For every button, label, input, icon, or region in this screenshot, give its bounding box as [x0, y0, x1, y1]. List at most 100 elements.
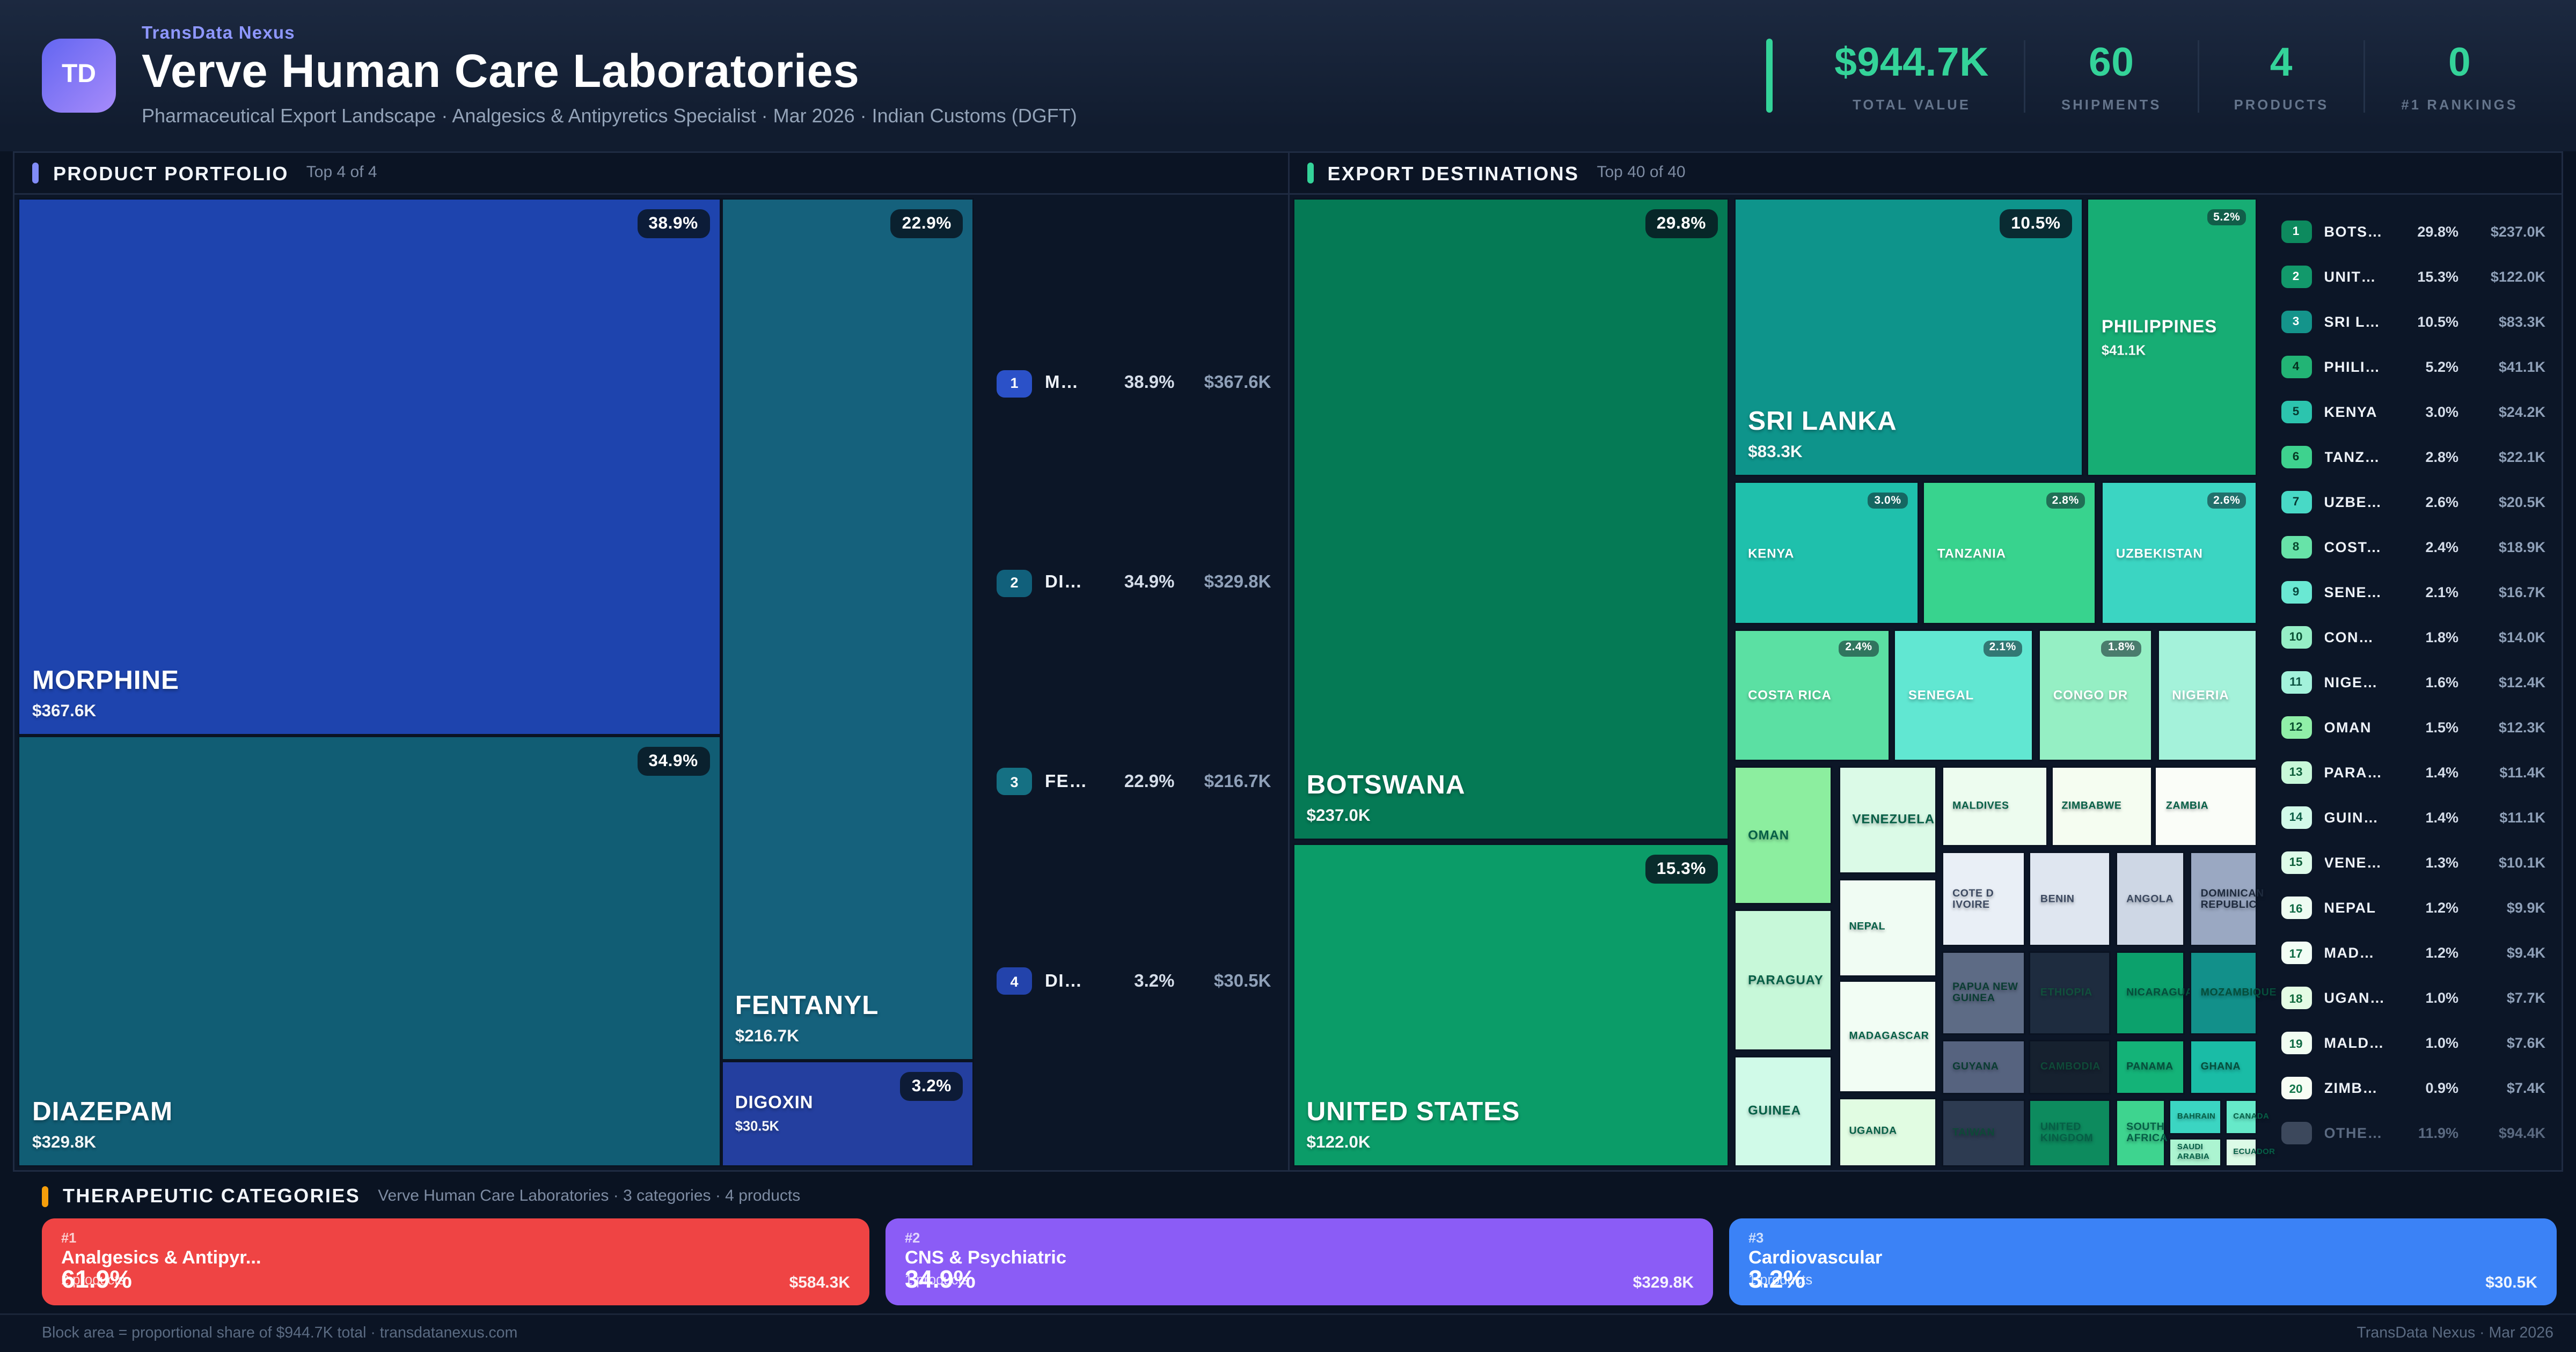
- category-card-analgesics-antipyr: #1 Analgesics & Antipyr... 2 products 61.9%…: [42, 1218, 869, 1305]
- treemap-block-philippines: 5.2% PHILIPPINES $41.1K: [2087, 198, 2258, 477]
- treemap-block-oman: OMAN: [1733, 767, 1833, 906]
- treemap-badge-sri-lanka: 10.5%: [2000, 209, 2072, 238]
- treemap-block-kenya: 3.0% KENYA: [1733, 482, 1919, 624]
- list-item-name: UNITED STATES: [2324, 268, 2385, 285]
- list-item-value: $122.0K: [2490, 268, 2545, 285]
- block-name: PAPUA NEW GUINEA: [1952, 981, 2018, 1004]
- treemap-block-nepal: NEPAL: [1838, 878, 1937, 977]
- list-item-pct: 11.9%: [2418, 1125, 2458, 1142]
- stat-total-value: $944.7K TOTAL VALUE: [1799, 40, 2024, 112]
- block-name: SOUTH AFRICA: [2126, 1122, 2168, 1145]
- treemap-label-fentanyl: FENTANYL $216.7K: [735, 991, 966, 1046]
- block-value: $83.3K: [1748, 443, 1803, 463]
- list-item-nigeria: 11 NIGERIA 1.6% $12.4K: [2280, 671, 2545, 694]
- block-name: NIGERIA: [2172, 688, 2229, 703]
- stat-1-rankings: 0 #1 RANKINGS: [2364, 39, 2553, 112]
- list-item-name: TANZANIA: [2324, 449, 2385, 465]
- card-products: 1 products: [905, 1272, 969, 1288]
- list-item-name: UGANDA: [2324, 990, 2385, 1006]
- list-item-pct: 22.9%: [1124, 772, 1175, 792]
- list-item-others-20: OTHERS (20+) 11.9% $94.4K: [2280, 1121, 2545, 1145]
- block-name: PARAGUAY: [1748, 973, 1824, 988]
- list-item-name: MADAGASCAR: [2324, 945, 2385, 961]
- list-item-madagascar: 17 MADAGASCAR 1.2% $9.4K: [2280, 941, 2545, 965]
- rank-badge: 4: [2280, 355, 2311, 379]
- list-item-name: PARAGUAY: [2324, 764, 2385, 781]
- list-item-value: $237.0K: [2490, 223, 2545, 240]
- list-item-senegal: 9 SENEGAL 2.1% $16.7K: [2280, 580, 2545, 604]
- treemap-block-venezuela: VENEZUELA: [1838, 767, 1937, 873]
- list-item-name: MALDIVES: [2324, 1035, 2385, 1052]
- list-item-name: MORPHINE: [1045, 373, 1091, 393]
- block-value: $216.7K: [735, 1026, 799, 1046]
- block-value: $237.0K: [1306, 805, 1371, 825]
- stat-label: #1 RANKINGS: [2401, 95, 2518, 112]
- list-item-nepal: 16 NEPAL 1.2% $9.9K: [2280, 896, 2545, 920]
- list-item-value: $20.5K: [2498, 494, 2545, 510]
- product-section-title: PRODUCT PORTFOLIO: [53, 161, 289, 185]
- card-products: 2 products: [61, 1272, 126, 1288]
- block-name: GHANA: [2200, 1061, 2241, 1073]
- export-destinations-panel: EXPORT DESTINATIONS Top 40 of 40 29.8% BO…: [1287, 153, 2562, 1170]
- list-item-value: $329.8K: [1204, 573, 1271, 593]
- card-name: CNS & Psychiatric: [905, 1249, 1067, 1268]
- treemap-label-zambia: ZAMBIA: [2166, 801, 2250, 812]
- treemap-label-costa-rica: COSTA RICA: [1748, 688, 1882, 703]
- list-item-congo-dr: 10 CONGO DR 1.8% $14.0K: [2280, 625, 2545, 649]
- rank-badge: 6: [2280, 445, 2311, 469]
- list-item-pct: 5.2%: [2425, 358, 2458, 375]
- list-item-name: KENYA: [2324, 403, 2378, 420]
- list-item-value: $7.6K: [2506, 1035, 2545, 1052]
- list-item-pct: 29.8%: [2417, 223, 2458, 240]
- list-item-venezuela: 15 VENEZUELA 1.3% $10.1K: [2280, 851, 2545, 875]
- list-item-name: CONGO DR: [2324, 629, 2385, 645]
- list-item-uganda: 18 UGANDA 1.0% $7.7K: [2280, 986, 2545, 1010]
- treemap-label-papua-new-guinea: PAPUA NEW GUINEA: [1952, 982, 2018, 1004]
- treemap-block-bahrain: BAHRAIN: [2169, 1100, 2222, 1134]
- list-item-name: DIGOXIN: [1045, 972, 1091, 991]
- block-name: ECUADOR: [2233, 1147, 2275, 1157]
- rank-badge: 12: [2280, 716, 2311, 739]
- categories-section-title: THERAPEUTIC CATEGORIES: [63, 1185, 361, 1207]
- treemap-block-uganda: UGANDA: [1838, 1097, 1937, 1167]
- list-item-pct: 1.6%: [2425, 674, 2458, 690]
- list-item-pct: 1.2%: [2425, 900, 2458, 916]
- treemap-label-united-states: UNITED STATES $122.0K: [1307, 1098, 1721, 1152]
- list-item-name: GUINEA: [2324, 809, 2385, 826]
- treemap-label-angola: ANGOLA: [2126, 893, 2177, 905]
- treemap-block-papua-new-guinea: PAPUA NEW GUINEA: [1941, 951, 2026, 1035]
- list-item-name: BOTSWANA: [2324, 223, 2385, 240]
- block-name: GUYANA: [1952, 1061, 1999, 1073]
- treemap-block-taiwan: TAIWAN: [1941, 1100, 2026, 1167]
- list-item-costa-rica: 8 COSTA RICA 2.4% $18.9K: [2280, 535, 2545, 559]
- block-name: TAIWAN: [1952, 1128, 1995, 1140]
- block-name: BENIN: [2040, 893, 2075, 905]
- export-destinations-header: EXPORT DESTINATIONS Top 40 of 40: [1289, 153, 2562, 195]
- list-item-diazepam: 2 DIAZEPAM 34.9% $329.8K: [997, 569, 1271, 597]
- treemap-badge-diazepam: 34.9%: [637, 746, 709, 775]
- card-name: Cardiovascular: [1748, 1249, 1883, 1268]
- treemap-label-kenya: KENYA: [1748, 546, 1911, 560]
- block-name: COTE D IVOIRE: [1952, 887, 1994, 910]
- list-item-pct: 34.9%: [1124, 573, 1175, 593]
- rank-badge: 10: [2280, 625, 2311, 649]
- treemap-badge-senegal: 2.1%: [1982, 640, 2023, 657]
- list-item-pct: 10.5%: [2417, 313, 2458, 330]
- block-name: MOZAMBIQUE: [2200, 987, 2277, 999]
- treemap-label-canada: CANADA: [2233, 1112, 2268, 1122]
- treemap-badge-digoxin: 3.2%: [900, 1071, 963, 1101]
- rank-badge: 18: [2280, 986, 2311, 1010]
- page-title: Verve Human Care Laboratories: [142, 46, 860, 98]
- block-name: UNITED KINGDOM: [2040, 1122, 2094, 1145]
- card-value: $329.8K: [1633, 1275, 1694, 1292]
- rank-badge: 9: [2280, 580, 2311, 604]
- list-item-name: PHILIPPINES: [2324, 358, 2385, 375]
- export-section-title: EXPORT DESTINATIONS: [1327, 161, 1579, 185]
- treemap-label-digoxin: DIGOXIN $30.5K: [735, 1093, 966, 1134]
- treemap-block-uzbekistan: 2.6% UZBEKISTAN: [2101, 482, 2258, 624]
- treemap-block-angola: ANGOLA: [2115, 852, 2186, 946]
- treemap-badge-fentanyl: 22.9%: [890, 209, 963, 238]
- card-rank: #3: [1748, 1230, 1764, 1246]
- treemap-label-united-kingdom: UNITED KINGDOM: [2040, 1122, 2103, 1145]
- list-item-sri-lanka: 3 SRI LANKA 10.5% $83.3K: [2280, 310, 2545, 334]
